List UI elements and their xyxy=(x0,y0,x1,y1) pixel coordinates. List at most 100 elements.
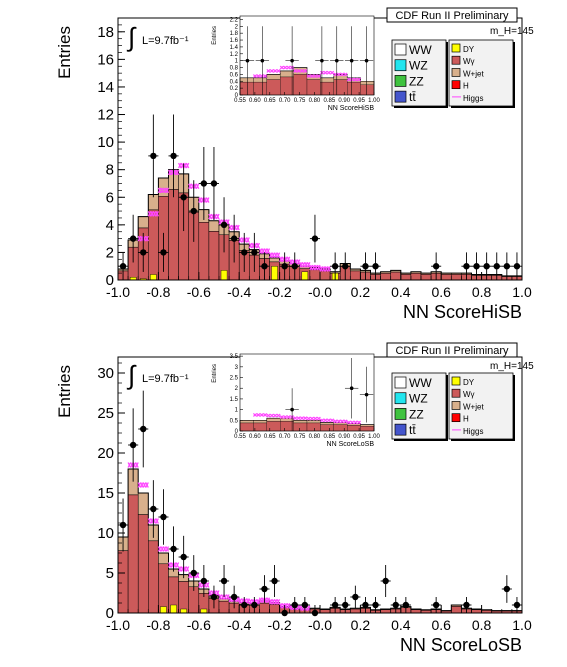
main-chart-2-data-point xyxy=(271,577,278,585)
main-chart-2-data-point xyxy=(251,601,258,609)
main-chart-2-y-tick-label: 10 xyxy=(97,525,114,542)
main-chart-2-x-tick-label: 0.6 xyxy=(431,617,451,633)
inset-chart-2-x-tick-label: 0.70 xyxy=(279,434,291,440)
main-chart-1-data-point xyxy=(200,180,208,187)
main-chart-1-higgs-mark xyxy=(319,266,324,272)
inset-chart-2-higgs-mark xyxy=(303,416,308,421)
main-chart-2-data-point xyxy=(372,601,379,609)
inset-chart-2-higgs-mark xyxy=(330,418,335,423)
main-chart-2-x-tick-label: -0.4 xyxy=(227,617,251,633)
main-chart-1-bar-wgamma xyxy=(410,272,422,281)
panel-2-legend-swatch xyxy=(451,401,461,410)
main-chart-2-bar-wgamma xyxy=(148,540,159,614)
main-chart-2-bar-dy xyxy=(180,608,187,614)
main-chart-1-higgs-mark xyxy=(167,169,172,176)
main-chart-2-higgs-mark xyxy=(160,546,165,552)
inset-chart-1-higgs-mark xyxy=(293,69,298,73)
inset-chart-1-higgs-mark xyxy=(353,77,358,82)
inset-chart-1-bar-wjet xyxy=(266,74,281,80)
inset-chart-1-x-tick-label: 0.90 xyxy=(338,98,350,104)
inset-chart-1-y-axis: 00.20.40.60.811.21.41.61.822.2 xyxy=(230,17,243,99)
main-chart-2-data-point xyxy=(432,601,440,609)
main-chart-1-higgs-mark xyxy=(299,262,303,268)
inset-chart-2-higgs-mark xyxy=(336,419,341,424)
main-chart-1-x-axis: -1.0 -0.8 -0.6 -0.4 -0.2 -0.0 0.2 0.4 0.6 0.8 1.0 xyxy=(106,272,532,300)
inset-chart-1-y-tick-label: 1.6 xyxy=(230,38,239,44)
main-chart-1-data-point xyxy=(493,263,500,270)
panel-1-legend-label: tt̄ xyxy=(409,90,416,104)
inset-chart-2-bar-wjet xyxy=(280,418,294,422)
inset-chart-1-higgs-mark xyxy=(296,69,301,73)
inset-chart-2-higgs-mark xyxy=(269,413,274,418)
panel-2-legend-label: W+jet xyxy=(463,402,484,411)
main-chart-2-higgs-mark xyxy=(271,599,276,605)
main-chart-2-y-tick-label: 0 xyxy=(106,605,114,622)
inset-chart-2-data-point xyxy=(290,407,294,412)
main-chart-1-data-point xyxy=(331,263,339,270)
main-chart-1-higgs-mark xyxy=(145,235,149,242)
main-chart-1-bar-dy xyxy=(271,266,278,281)
panel-2-legend-label: Higgs xyxy=(463,427,483,436)
main-chart-1-data-point xyxy=(150,152,157,160)
inset-chart-2-bar-wgamma xyxy=(280,421,294,432)
main-chart-1-bar-wgamma xyxy=(319,270,331,281)
main-chart-1-bar-wjet xyxy=(269,257,280,263)
inset-chart-2-x-tick-label: 0.95 xyxy=(353,434,365,440)
inset-chart-1-data-point xyxy=(245,58,250,63)
main-chart-1-higgs-mark xyxy=(266,248,271,254)
inset-chart-1-y-tick-label: 1.8 xyxy=(230,31,239,37)
inset-chart-2-y-axis: 0 0.5 1 1.5 2 2.5 3 3.5 xyxy=(230,354,243,435)
main-chart-2-higgs-mark xyxy=(137,482,142,488)
main-chart-2-x-tick-label: -0.8 xyxy=(146,617,170,633)
inset-chart-2-x-tick-label: 1.00 xyxy=(368,434,380,440)
main-chart-2-higgs-mark xyxy=(167,562,172,568)
main-chart-2-x-tick-label: 0.2 xyxy=(351,617,371,633)
panel-2-legend-swatch xyxy=(451,388,461,398)
main-chart-2-bar-dy xyxy=(170,604,177,614)
main-chart-2-higgs-mark xyxy=(140,482,144,488)
panel-1-legend-swatch xyxy=(451,55,461,65)
inset-chart-2-higgs-mark xyxy=(319,418,325,423)
main-chart-1-x-tick-label: 0.6 xyxy=(431,284,451,300)
main-chart-2-bar-wgamma xyxy=(158,563,169,614)
main-chart-1-bar-dy xyxy=(220,270,228,281)
inset-chart-1-data-points xyxy=(240,26,374,95)
main-chart-2-higgs-mark xyxy=(256,599,260,605)
main-chart-2-data-point xyxy=(119,521,127,529)
main-chart-1-higgs-mark xyxy=(188,183,192,190)
panel-1-legend-swatch xyxy=(394,90,407,103)
main-chart-2-higgs-mark xyxy=(246,598,250,604)
main-chart-1-higgs-mark xyxy=(326,266,331,272)
inset-chart-1-data-point xyxy=(349,58,354,63)
main-chart-1-higgs-mark xyxy=(256,242,260,249)
main-chart-2-bar-dy xyxy=(200,608,208,614)
inset-chart-2-higgs-mark xyxy=(353,420,358,425)
inset-chart-2-higgs-mark xyxy=(350,420,355,425)
main-chart-1-y-label: Entries xyxy=(55,26,74,79)
inset-chart-2-higgs-mark xyxy=(256,413,261,417)
inset-chart-1-higgs-mark xyxy=(276,69,281,73)
main-chart-2-higgs-mark xyxy=(258,597,263,603)
inset-chart-1-higgs-mark xyxy=(279,65,284,70)
main-chart-1-bar-wgamma xyxy=(168,189,179,281)
main-chart-2-data-point xyxy=(301,601,309,609)
inset-chart-2-higgs-mark xyxy=(286,415,291,420)
main-chart-2-bar-wgamma xyxy=(127,494,139,614)
main-chart-1-higgs-mark xyxy=(150,211,154,217)
main-chart-1-higgs-mark xyxy=(236,224,240,231)
main-chart-1-higgs-mark xyxy=(296,259,301,265)
inset-chart-1-x-label: NN ScoreHiSB xyxy=(328,105,375,112)
inset-chart-2-higgs-mark xyxy=(293,416,298,421)
main-chart-1-y-tick-label: 10 xyxy=(97,134,114,151)
main-chart-1-data-point xyxy=(483,263,490,270)
inset-chart-1-x-tick-label: 0.70 xyxy=(279,98,291,104)
main-chart-1-x-tick-label: 0.2 xyxy=(351,284,371,300)
inset-chart-2-bar-wgamma xyxy=(306,422,321,432)
inset-chart-1-bar-wjet xyxy=(320,77,334,83)
main-chart-2-higgs-mark xyxy=(225,594,230,600)
main-chart-2-higgs-mark xyxy=(208,590,213,596)
main-chart-2-data-point xyxy=(160,513,167,521)
main-chart-2-higgs-mark xyxy=(205,582,210,588)
